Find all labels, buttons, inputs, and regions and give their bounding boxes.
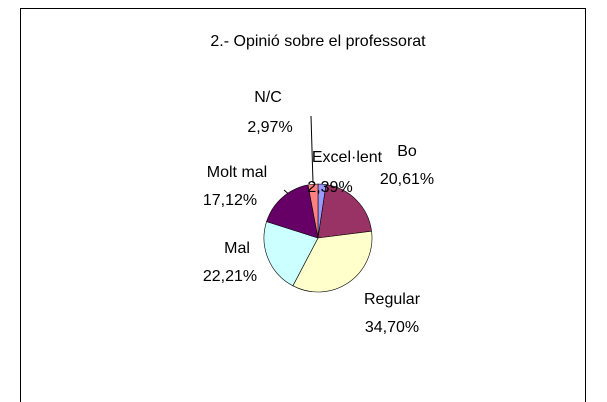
value-label: 22,21%	[203, 268, 257, 285]
value-label: 34,70%	[365, 319, 419, 336]
pie-slice	[266, 184, 319, 239]
slice-label: Mal	[224, 240, 250, 257]
slice-label: Regular	[364, 291, 421, 308]
value-label: 20,61%	[380, 171, 434, 188]
slice-label: Molt mal	[207, 164, 267, 181]
pie-slice	[307, 183, 319, 239]
pie-slice	[317, 184, 372, 239]
pie-slice	[292, 230, 373, 293]
slice-label: N/C	[254, 89, 282, 106]
chart-title: 2.- Opinió sobre el professorat	[210, 33, 426, 50]
value-label: 17,12%	[203, 192, 257, 209]
slice-label: Excel·lent	[312, 149, 383, 166]
value-label: 2,97%	[247, 119, 292, 136]
pie-slice	[263, 221, 319, 287]
slice-label: Bo	[397, 143, 417, 160]
leader-line	[310, 115, 314, 184]
value-label: 2,39%	[307, 179, 352, 196]
